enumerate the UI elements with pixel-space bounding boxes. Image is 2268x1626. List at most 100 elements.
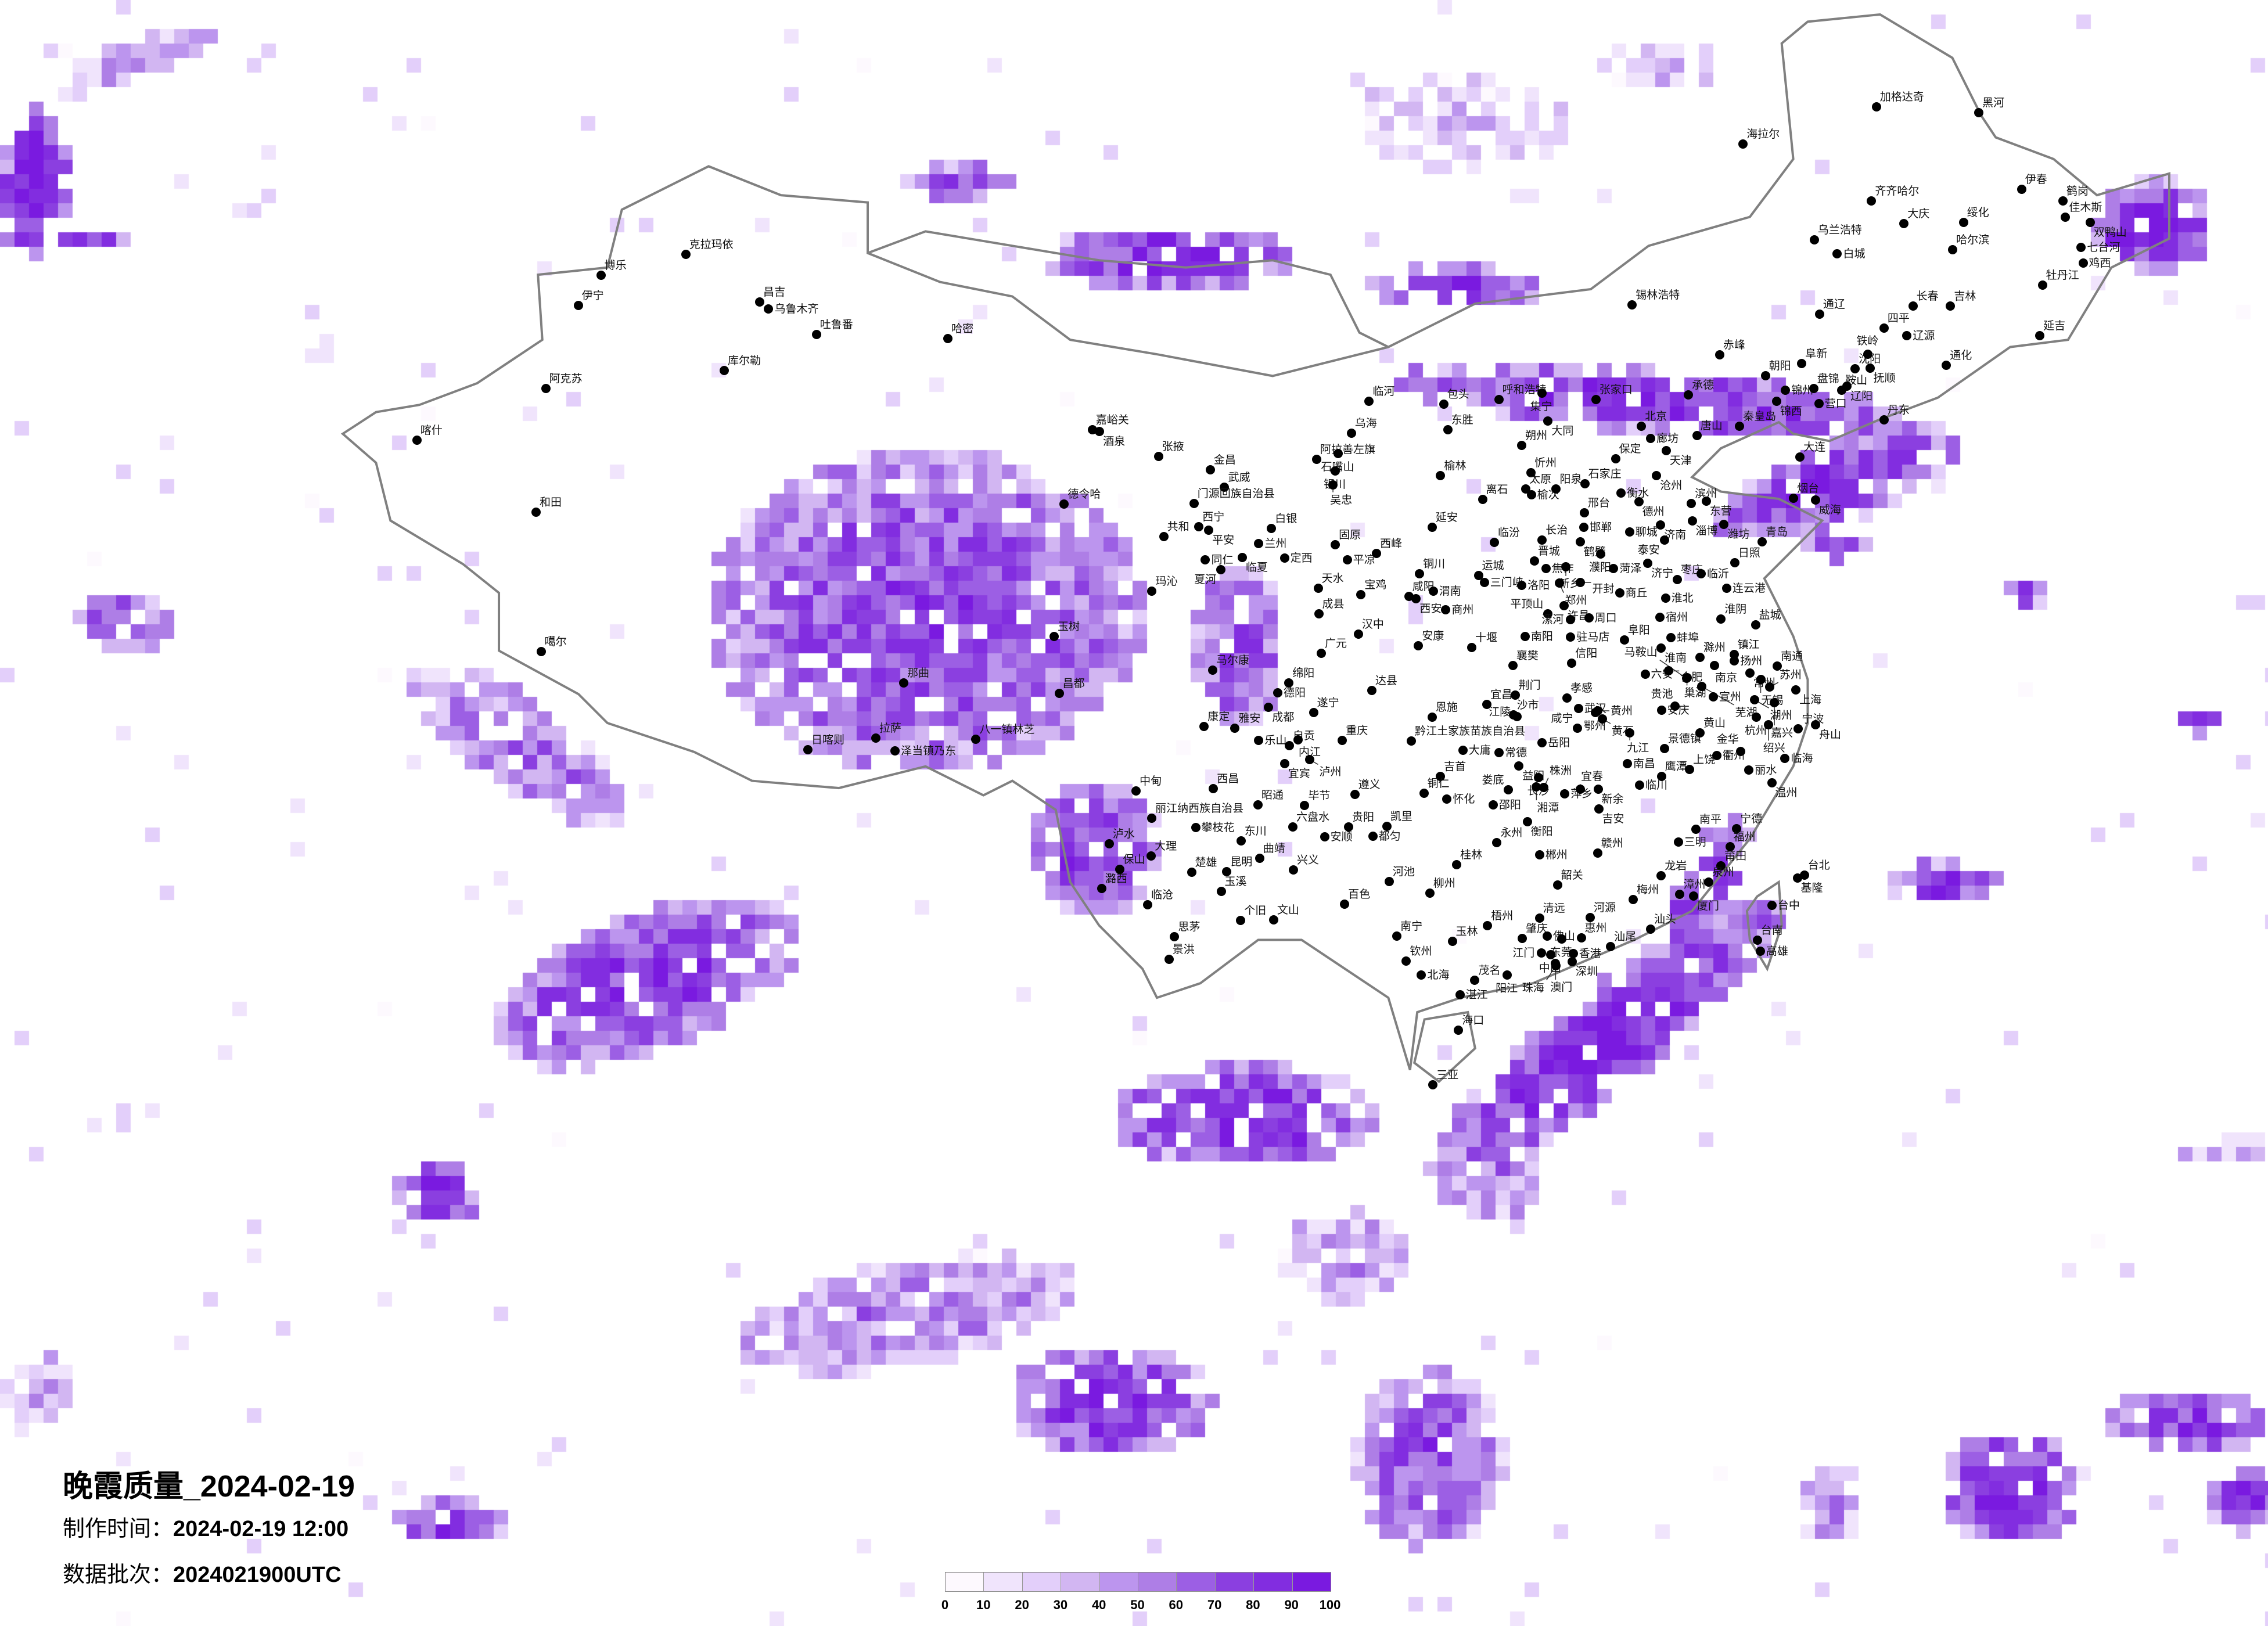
city-dot-icon bbox=[1712, 750, 1722, 760]
city-dot-icon bbox=[1522, 817, 1532, 827]
city-label: 离石 bbox=[1486, 483, 1508, 496]
city-dot-icon bbox=[1795, 452, 1805, 462]
city-dot-icon bbox=[1709, 692, 1718, 702]
city-dot-icon bbox=[1517, 440, 1527, 450]
city-label: 运城 bbox=[1482, 559, 1504, 572]
city-dot-icon bbox=[1642, 559, 1652, 569]
city-label: 门源回族自治县 bbox=[1197, 487, 1275, 501]
city-label: 定西 bbox=[1290, 552, 1313, 565]
city-dot-icon bbox=[1575, 784, 1585, 794]
city-label: 攀枝花 bbox=[1201, 821, 1235, 834]
city-dot-icon bbox=[1625, 728, 1635, 738]
city-dot-icon bbox=[1902, 331, 1912, 341]
city-dot-icon bbox=[1543, 416, 1553, 426]
city-label: 博乐 bbox=[604, 258, 627, 272]
city-label: 株洲 bbox=[1549, 764, 1572, 777]
city-label: 楚雄 bbox=[1195, 855, 1217, 869]
city-dot-icon bbox=[1551, 961, 1561, 970]
city-dot-icon bbox=[1095, 427, 1105, 437]
city-dot-icon bbox=[1619, 635, 1629, 645]
city-label: 济宁 bbox=[1651, 567, 1673, 580]
city-label: 乌鲁木齐 bbox=[774, 302, 819, 315]
city-label: 河源 bbox=[1594, 901, 1616, 915]
city-dot-icon bbox=[1594, 804, 1604, 814]
city-dot-icon bbox=[1367, 685, 1376, 695]
city-dot-icon bbox=[764, 304, 774, 314]
city-dot-icon bbox=[1146, 851, 1156, 861]
city-dot-icon bbox=[1696, 681, 1706, 691]
city-dot-icon bbox=[1512, 711, 1522, 721]
city-label: 上饶 bbox=[1693, 753, 1716, 767]
city-label: 海拉尔 bbox=[1746, 128, 1780, 141]
city-dot-icon bbox=[1627, 300, 1637, 310]
city-label: 漳州 bbox=[1683, 877, 1706, 891]
city-dot-icon bbox=[1719, 519, 1729, 529]
data-batch: 数据批次：2024021900UTC bbox=[63, 1560, 355, 1589]
city-label: 吐鲁番 bbox=[820, 318, 853, 332]
city-dot-icon bbox=[1170, 931, 1180, 941]
legend-swatch bbox=[1022, 1573, 1062, 1591]
city-dot-icon bbox=[1781, 385, 1791, 395]
city-dot-icon bbox=[1749, 695, 1759, 705]
city-label: 唐山 bbox=[1700, 419, 1723, 432]
city-dot-icon bbox=[1958, 217, 1968, 227]
city-dot-icon bbox=[1473, 570, 1483, 580]
city-label: 杭州 bbox=[1744, 724, 1767, 738]
city-label: 苏州 bbox=[1779, 668, 1802, 682]
city-dot-icon bbox=[1624, 527, 1634, 537]
city-dot-icon bbox=[1725, 842, 1735, 852]
city-label: 周口 bbox=[1594, 611, 1617, 625]
city-label: 丹东 bbox=[1887, 404, 1910, 417]
legend-swatch bbox=[1061, 1573, 1100, 1591]
city-label: 东川 bbox=[1244, 825, 1267, 838]
city-label: 娄底 bbox=[1482, 774, 1504, 787]
city-label: 泸州 bbox=[1319, 765, 1342, 779]
city-label: 惠州 bbox=[1584, 922, 1607, 935]
city-label: 商丘 bbox=[1625, 586, 1648, 599]
city-dot-icon bbox=[1715, 350, 1724, 360]
city-label: 张家口 bbox=[1599, 383, 1633, 396]
city-dot-icon bbox=[1317, 649, 1326, 659]
city-label: 阳泉 bbox=[1559, 472, 1582, 485]
city-label: 常德 bbox=[1505, 746, 1527, 760]
city-label: 保山 bbox=[1123, 852, 1145, 866]
city-dot-icon bbox=[1771, 397, 1781, 406]
city-dot-icon bbox=[1543, 609, 1553, 618]
city-dot-icon bbox=[1567, 658, 1577, 668]
city-label: 兰州 bbox=[1264, 537, 1287, 550]
legend-swatch bbox=[1177, 1573, 1216, 1591]
city-label: 吴忠 bbox=[1330, 493, 1353, 506]
city-dot-icon bbox=[1205, 465, 1215, 474]
city-dot-icon bbox=[1799, 870, 1809, 880]
production-time: 制作时间：2024-02-19 12:00 bbox=[63, 1515, 355, 1543]
city-label: 德阳 bbox=[1284, 686, 1306, 699]
city-label: 海口 bbox=[1462, 1013, 1485, 1027]
city-dot-icon bbox=[1871, 102, 1881, 112]
city-label: 铁岭 bbox=[1856, 334, 1879, 347]
city-dot-icon bbox=[2037, 280, 2047, 290]
city-dot-icon bbox=[1279, 553, 1289, 563]
city-label: 酒泉 bbox=[1103, 435, 1126, 448]
title-block: 晚霞质量_2024-02-19 制作时间：2024-02-19 12:00 数据… bbox=[63, 1468, 355, 1589]
hainan-border bbox=[1412, 1010, 1476, 1084]
city-dot-icon bbox=[1606, 942, 1616, 951]
city-label: 镇江 bbox=[1737, 638, 1760, 652]
city-dot-icon bbox=[1097, 884, 1106, 894]
city-dot-icon bbox=[1615, 588, 1624, 598]
city-dot-icon bbox=[1735, 747, 1745, 757]
city-label: 西宁 bbox=[1202, 510, 1225, 524]
city-label: 阳江 bbox=[1496, 981, 1518, 995]
city-dot-icon bbox=[1279, 758, 1289, 768]
city-dot-icon bbox=[1526, 490, 1536, 500]
city-label: 淮南 bbox=[1664, 652, 1687, 665]
city-dot-icon bbox=[1616, 488, 1626, 498]
city-dot-icon bbox=[1054, 688, 1064, 698]
city-dot-icon bbox=[1508, 660, 1518, 670]
city-dot-icon bbox=[1532, 782, 1541, 792]
city-dot-icon bbox=[1189, 499, 1199, 509]
city-dot-icon bbox=[1404, 591, 1414, 601]
city-label: 怀化 bbox=[1453, 792, 1475, 805]
city-label: 临沂 bbox=[1706, 567, 1729, 580]
city-label: 威海 bbox=[1818, 503, 1841, 516]
city-dot-icon bbox=[1467, 643, 1477, 653]
